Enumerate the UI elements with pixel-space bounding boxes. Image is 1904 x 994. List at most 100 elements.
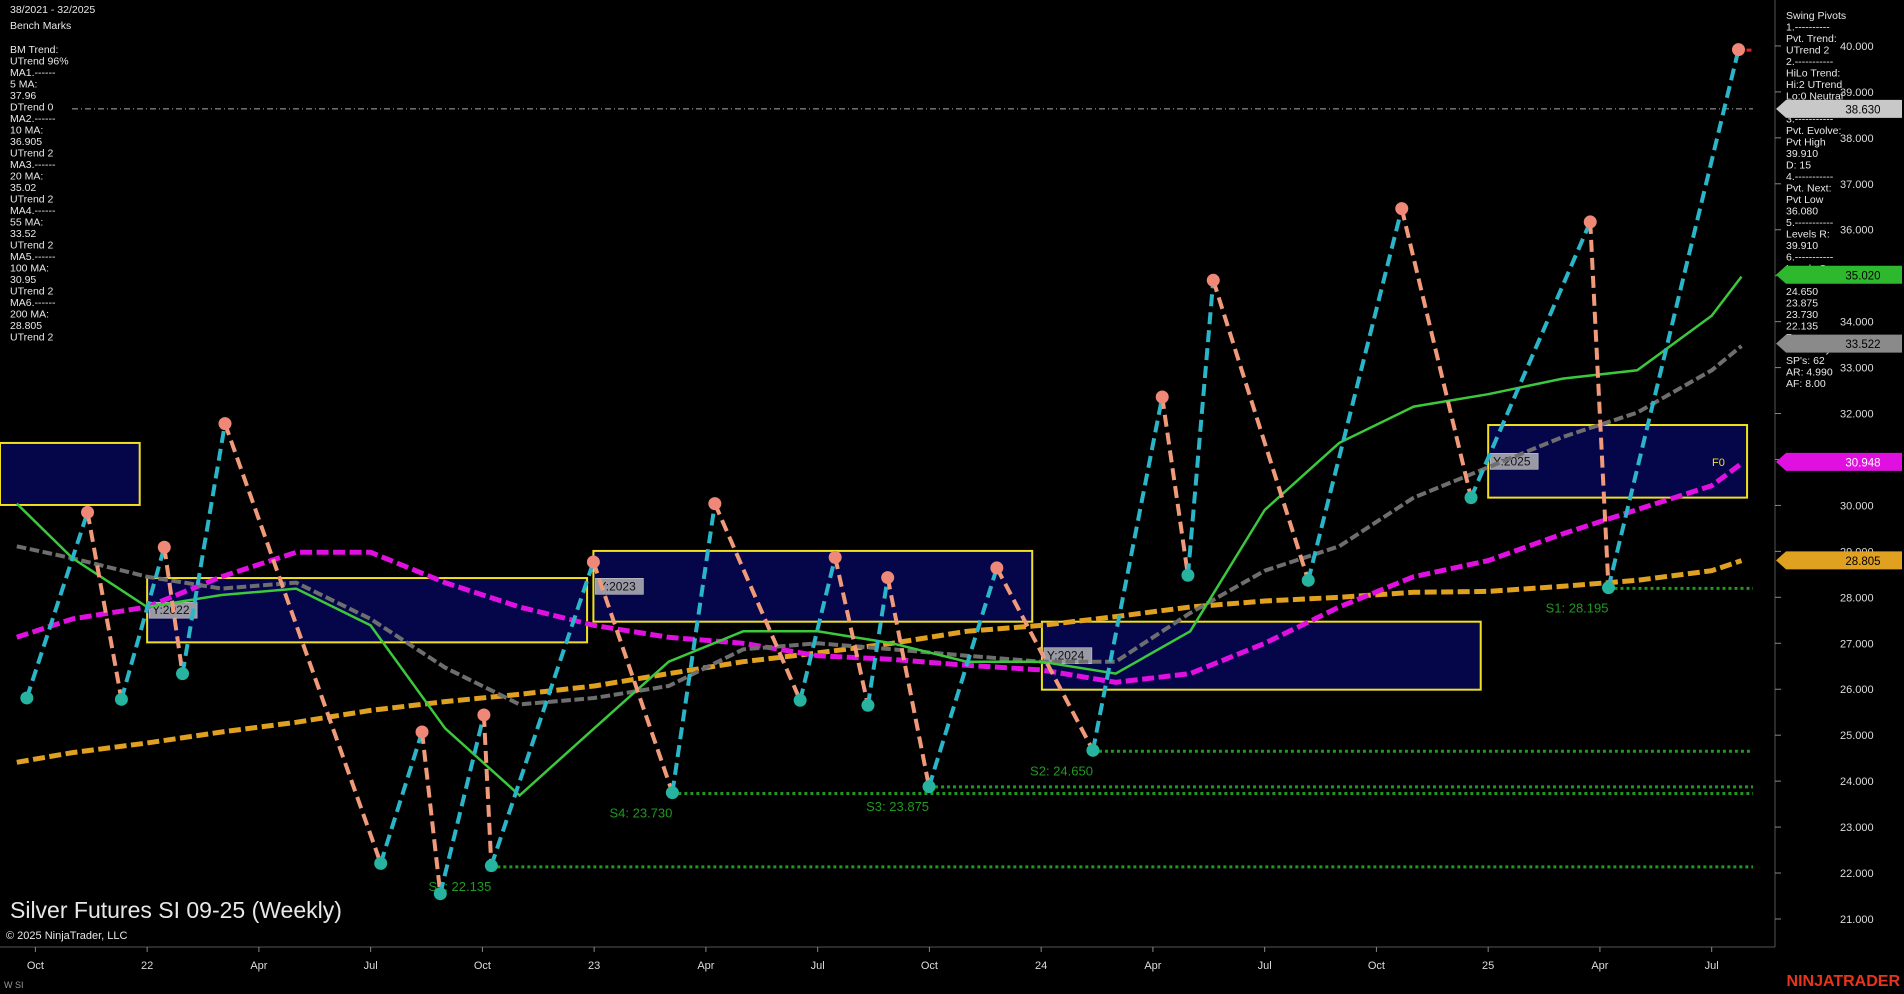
swing-pivot-line: Hi:2 UTrend: [1786, 79, 1842, 91]
swing-leg: [1588, 221, 1611, 588]
benchmark-line: MA2.------: [10, 113, 56, 125]
moving-average-line: [15, 275, 1743, 798]
y-tick-label: 39.000: [1840, 87, 1874, 99]
x-tick-label: Jul: [364, 960, 378, 972]
pivot-low: [484, 859, 498, 873]
x-tick-label: Oct: [1368, 960, 1385, 972]
price-tag: [1776, 334, 1902, 353]
y-tick-label: 33.000: [1840, 363, 1874, 375]
benchmark-line: 5 MA:: [10, 79, 37, 91]
price-tag-label: 35.020: [1845, 270, 1880, 282]
x-tick-label: Apr: [697, 960, 714, 972]
swing-pivot-line: 23.875: [1786, 298, 1818, 310]
benchmark-line: UTrend 2: [10, 240, 54, 252]
x-tick-label: Jul: [1705, 960, 1719, 972]
bench-marks-title: Bench Marks: [10, 20, 71, 32]
pivot-low: [665, 786, 679, 800]
swing-leg: [995, 566, 1095, 752]
x-tick-label: Oct: [474, 960, 491, 972]
swing-pivot-line: AR: 4.990: [1786, 367, 1833, 379]
pivot-high: [81, 505, 95, 519]
pivot-low: [1464, 491, 1478, 505]
pivot-high: [586, 555, 600, 569]
swing-pivot-line: 24.650: [1786, 286, 1818, 298]
y-tick-label: 24.000: [1840, 776, 1874, 788]
year-label-bg: [1489, 453, 1539, 470]
price-tag-label: 28.805: [1845, 556, 1880, 568]
x-tick-label: Jul: [811, 960, 825, 972]
copyright: © 2025 NinjaTrader, LLC: [6, 930, 127, 942]
swing-pivot-line: Pvt. Evolve:: [1786, 125, 1841, 137]
swing-leg: [481, 714, 494, 866]
x-tick-label: Apr: [250, 960, 267, 972]
swing-leg: [223, 422, 383, 865]
swing-leg: [1399, 208, 1473, 499]
y-tick-label: 34.000: [1840, 317, 1874, 329]
y-tick-label: 27.000: [1840, 638, 1874, 650]
pivot-low: [374, 856, 388, 870]
pivot-low: [793, 693, 807, 707]
swing-leg: [162, 546, 185, 674]
x-tick-label: Jul: [1258, 960, 1272, 972]
swing-pivot-line: Pvt Low: [1786, 194, 1824, 206]
brand: NINJATRADER: [1787, 973, 1901, 990]
benchmark-line: 37.96: [10, 90, 36, 102]
swing-leg: [1160, 396, 1190, 576]
y-tick-label: 32.000: [1840, 409, 1874, 421]
benchmark-line: 100 MA:: [10, 263, 49, 275]
benchmark-line: 55 MA:: [10, 217, 43, 229]
swing-pivot-line: 5.-----------: [1786, 217, 1834, 229]
benchmark-line: UTrend 2: [10, 148, 54, 160]
pivot-high: [828, 550, 842, 564]
price-tag: [1776, 452, 1902, 471]
swing-leg: [180, 423, 227, 674]
swing-leg: [85, 511, 124, 700]
swing-leg: [591, 561, 675, 794]
x-tick-label: Apr: [1144, 960, 1161, 972]
moving-average-line: [16, 344, 1743, 707]
swing-leg: [798, 556, 838, 701]
price-tag-note: F0: [1712, 457, 1725, 469]
swing-leg: [670, 503, 717, 793]
swing-pivot-line: 39.910: [1786, 240, 1818, 252]
benchmark-line: 200 MA:: [10, 309, 49, 321]
year-range-box: [592, 549, 1034, 623]
benchmark-line: UTrend 96%: [10, 56, 69, 68]
swing-pivot-line: Pvt High: [1786, 137, 1826, 149]
pivot-low: [922, 780, 936, 794]
pivot-low: [176, 667, 190, 681]
y-tick-label: 22.000: [1840, 868, 1874, 880]
swing-pivot-line: 6.-----------: [1786, 252, 1834, 264]
swing-pivot-line: Lo:0 Neutral: [1786, 91, 1843, 103]
pivot-low: [861, 698, 875, 712]
swing-leg: [420, 731, 443, 894]
pivot-high: [1731, 43, 1745, 57]
swing-leg: [927, 567, 999, 788]
x-tick-label: Apr: [1591, 960, 1608, 972]
pivot-high: [881, 571, 895, 585]
benchmark-line: UTrend 2: [10, 286, 54, 298]
swing-pivot-line: 4.-----------: [1786, 171, 1834, 183]
swing-pivot-line: Pvt. Next:: [1786, 183, 1832, 195]
y-tick-label: 25.000: [1840, 730, 1874, 742]
year-label-bg: [595, 578, 644, 595]
y-tick-label: 36.000: [1840, 225, 1874, 237]
swing-leg: [378, 731, 424, 864]
benchmark-line: 28.805: [10, 320, 42, 332]
swing-leg: [24, 511, 90, 699]
moving-average-line: [16, 461, 1743, 685]
benchmark-line: 35.02: [10, 182, 36, 194]
swing-pivot-line: AF: 8.00: [1786, 378, 1826, 390]
x-tick-label: Oct: [921, 960, 938, 972]
price-tag: [1776, 265, 1902, 284]
benchmark-line: 20 MA:: [10, 171, 43, 183]
x-tick-label: 25: [1482, 960, 1494, 972]
support-label: S4: 23.730: [609, 806, 672, 821]
swing-leg: [119, 546, 167, 700]
swing-leg: [1090, 396, 1165, 751]
price-tag: [1776, 99, 1902, 118]
x-tick-label: 24: [1035, 960, 1047, 972]
swing-pivot-line: 2.-----------: [1786, 56, 1834, 68]
swing-pivot-line: 1.----------: [1786, 22, 1830, 34]
y-tick-label: 30.000: [1840, 500, 1874, 512]
